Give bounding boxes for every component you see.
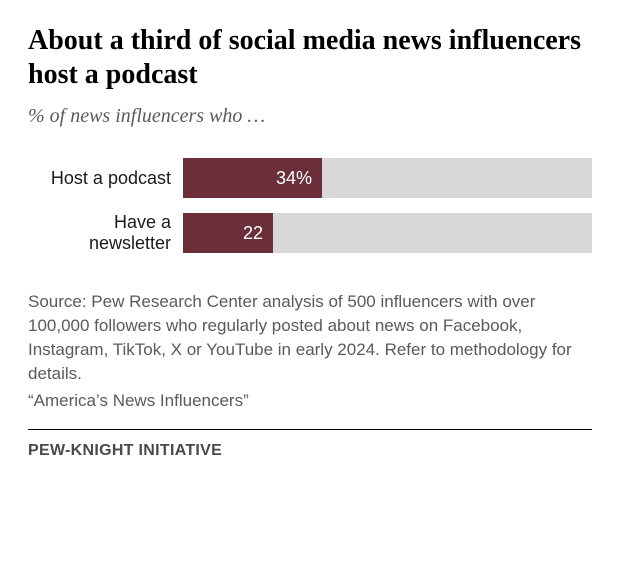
bar-fill: 22	[183, 213, 273, 253]
bar-track: 34%	[183, 158, 592, 198]
chart-title: About a third of social media news influ…	[28, 24, 592, 91]
footer-brand: PEW-KNIGHT INITIATIVE	[28, 442, 592, 460]
bar-value: 22	[243, 223, 263, 244]
report-title-quote: “America’s News Influencers”	[28, 391, 592, 411]
bar-label: Have a newsletter	[28, 212, 183, 254]
chart-subtitle: % of news influencers who …	[28, 105, 592, 128]
bar-track: 22	[183, 213, 592, 253]
bar-value: 34%	[276, 168, 312, 189]
source-text: Source: Pew Research Center analysis of …	[28, 290, 592, 385]
bar-row: Host a podcast 34%	[28, 158, 592, 198]
footer-divider	[28, 429, 592, 430]
bar-chart: Host a podcast 34% Have a newsletter 22	[28, 158, 592, 254]
bar-row: Have a newsletter 22	[28, 212, 592, 254]
bar-fill: 34%	[183, 158, 322, 198]
bar-label: Host a podcast	[28, 168, 183, 189]
